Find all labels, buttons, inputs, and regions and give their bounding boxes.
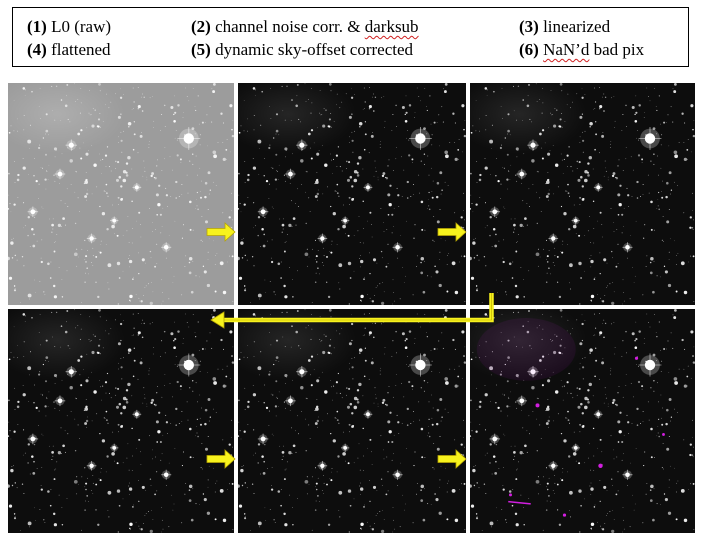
panel-raw-image [8, 83, 234, 305]
panel-bad-pixel-image [470, 309, 695, 533]
arrow-step-5-to-6 [437, 449, 467, 469]
arrow-step-1-to-2 [206, 222, 236, 242]
legend-label-3: linearized [543, 17, 611, 36]
arrow-step-3-to-4-line [222, 293, 494, 323]
legend-label-1: L0 (raw) [51, 17, 112, 36]
arrow-step-4-to-5 [206, 449, 236, 469]
legend-num-4: (4) [27, 40, 47, 59]
arrow-step-2-to-3 [437, 222, 467, 242]
legend-label-5: dynamic sky-offset corrected [215, 40, 414, 59]
legend-num-6: (6) [519, 40, 539, 59]
legend-box: (1) L0 (raw) (2) channel noise corr. & d… [12, 7, 689, 67]
legend-item-2: (2) channel noise corr. & darksub [191, 17, 419, 37]
arrow-step-3-to-4-head [210, 311, 225, 329]
legend-label-6: bad pix [589, 40, 645, 59]
starfield-image [470, 309, 695, 533]
panel-flattened-image [8, 309, 234, 533]
starfield-image [238, 83, 466, 305]
legend-item-3: (3) linearized [519, 17, 610, 37]
panel-linearized-image [470, 83, 695, 305]
legend-label-2-flagged: darksub [364, 17, 419, 36]
legend-label-4: flattened [51, 40, 111, 59]
starfield-image [8, 83, 234, 305]
panel-sky-offset-image [238, 309, 466, 533]
legend-label-6-flagged: NaN’d [543, 40, 590, 59]
arrow-step-3-to-4-outline [222, 293, 492, 321]
legend-num-2: (2) [191, 17, 211, 36]
legend-label-2: channel noise corr. & [215, 17, 365, 36]
starfield-image [8, 309, 234, 533]
legend-item-1: (1) L0 (raw) [27, 17, 111, 37]
panel-darksub-image [238, 83, 466, 305]
starfield-image [470, 83, 695, 305]
legend-item-5: (5) dynamic sky-offset corrected [191, 40, 413, 60]
legend-num-1: (1) [27, 17, 47, 36]
legend-num-3: (3) [519, 17, 539, 36]
legend-item-6: (6) NaN’d bad pix [519, 40, 644, 60]
legend-item-4: (4) flattened [27, 40, 111, 60]
starfield-image [238, 309, 466, 533]
legend-num-5: (5) [191, 40, 211, 59]
